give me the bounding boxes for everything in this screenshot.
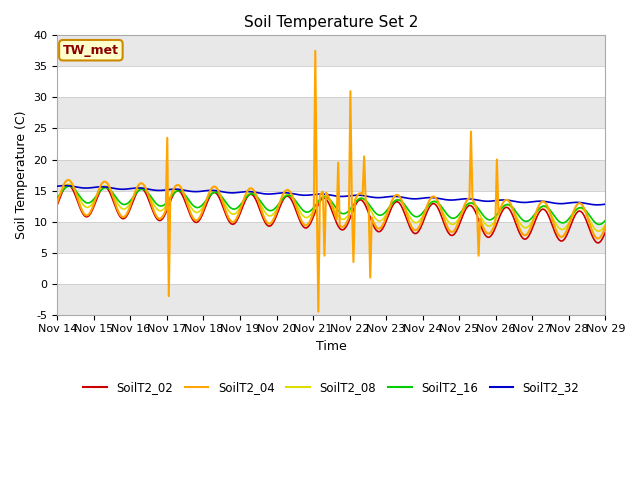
Text: TW_met: TW_met — [63, 44, 119, 57]
Title: Soil Temperature Set 2: Soil Temperature Set 2 — [244, 15, 419, 30]
Bar — [58, 36, 605, 66]
Legend: SoilT2_02, SoilT2_04, SoilT2_08, SoilT2_16, SoilT2_32: SoilT2_02, SoilT2_04, SoilT2_08, SoilT2_… — [79, 376, 584, 399]
Bar — [58, 284, 605, 315]
Bar — [58, 222, 605, 252]
Bar — [58, 159, 605, 191]
X-axis label: Time: Time — [316, 340, 347, 353]
Y-axis label: Soil Temperature (C): Soil Temperature (C) — [15, 111, 28, 240]
Bar — [58, 97, 605, 129]
